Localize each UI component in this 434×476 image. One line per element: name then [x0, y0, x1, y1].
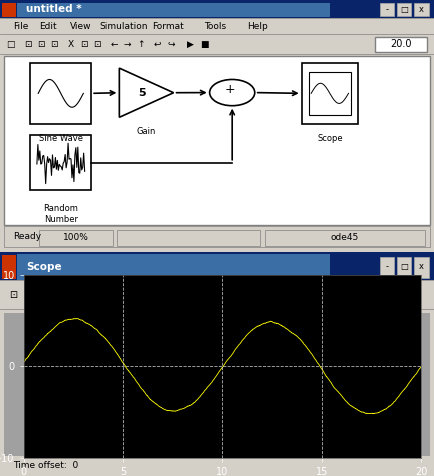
Text: □: □: [400, 262, 408, 271]
Text: ⊡: ⊡: [139, 290, 147, 300]
Text: Sine Wave: Sine Wave: [39, 134, 83, 143]
FancyBboxPatch shape: [0, 18, 434, 34]
Text: ⊞: ⊞: [117, 290, 125, 300]
FancyBboxPatch shape: [30, 63, 91, 124]
Text: +: +: [225, 83, 235, 96]
Text: ⊡: ⊡: [93, 40, 101, 49]
Text: ■: ■: [200, 40, 208, 49]
Text: Random
Number: Random Number: [43, 204, 78, 224]
FancyBboxPatch shape: [380, 3, 394, 16]
Text: Simulation: Simulation: [100, 22, 148, 31]
Text: Q: Q: [74, 290, 82, 300]
Text: Tools: Tools: [204, 22, 226, 31]
FancyBboxPatch shape: [309, 72, 351, 115]
Text: Gain: Gain: [137, 128, 156, 137]
Text: untitled *: untitled *: [26, 4, 82, 14]
FancyBboxPatch shape: [375, 37, 427, 52]
Text: □: □: [7, 40, 15, 49]
FancyBboxPatch shape: [17, 254, 330, 279]
Polygon shape: [119, 68, 174, 117]
Text: ⊡: ⊡: [30, 290, 39, 300]
Text: Format: Format: [152, 22, 184, 31]
Text: x: x: [419, 262, 424, 271]
Text: ←: ←: [111, 40, 118, 49]
FancyBboxPatch shape: [302, 63, 358, 124]
Text: ⊡: ⊡: [50, 40, 57, 49]
FancyBboxPatch shape: [4, 226, 430, 247]
Circle shape: [210, 79, 255, 106]
Text: ode45: ode45: [331, 233, 359, 242]
Text: Scope: Scope: [317, 134, 343, 143]
FancyBboxPatch shape: [397, 257, 411, 278]
FancyBboxPatch shape: [117, 229, 260, 246]
Text: →: →: [124, 40, 131, 49]
FancyBboxPatch shape: [0, 252, 434, 280]
Text: Q: Q: [56, 290, 64, 300]
Text: □: □: [400, 5, 408, 14]
Text: 5: 5: [138, 88, 146, 98]
Text: Edit: Edit: [39, 22, 57, 31]
Text: -: -: [385, 5, 388, 14]
Text: Time offset:  0: Time offset: 0: [13, 461, 78, 470]
FancyBboxPatch shape: [397, 3, 411, 16]
Text: x: x: [419, 5, 424, 14]
Text: ↪: ↪: [167, 40, 174, 49]
Text: ⊡: ⊡: [208, 290, 217, 300]
Text: ↩: ↩: [154, 40, 161, 49]
FancyBboxPatch shape: [2, 3, 16, 17]
FancyBboxPatch shape: [380, 257, 394, 278]
Text: ↑: ↑: [137, 40, 144, 49]
FancyBboxPatch shape: [2, 255, 16, 278]
Text: Help: Help: [247, 22, 268, 31]
Text: Ready: Ready: [13, 232, 41, 241]
FancyBboxPatch shape: [39, 229, 113, 246]
Text: View: View: [69, 22, 91, 31]
Text: ▶: ▶: [187, 40, 194, 49]
Text: ⊡: ⊡: [24, 40, 31, 49]
Text: ⊡: ⊡: [80, 40, 88, 49]
Text: ⊡: ⊡: [9, 290, 17, 300]
Text: ⊡: ⊡: [37, 40, 44, 49]
FancyBboxPatch shape: [0, 280, 434, 309]
Text: -: -: [385, 262, 388, 271]
Text: ⊡: ⊡: [161, 290, 169, 300]
FancyBboxPatch shape: [30, 135, 91, 190]
FancyBboxPatch shape: [4, 56, 430, 225]
Text: 20.0: 20.0: [391, 39, 412, 49]
FancyBboxPatch shape: [414, 257, 429, 278]
Text: ↙: ↙: [412, 290, 421, 300]
FancyBboxPatch shape: [265, 229, 425, 246]
FancyBboxPatch shape: [17, 2, 330, 17]
Text: ⊡: ⊡: [230, 290, 238, 300]
Text: Q: Q: [91, 290, 99, 300]
FancyBboxPatch shape: [0, 0, 434, 18]
FancyBboxPatch shape: [414, 3, 429, 16]
Text: 100%: 100%: [63, 233, 89, 242]
Text: ⊡: ⊡: [187, 290, 195, 300]
Text: Scope: Scope: [26, 262, 62, 272]
Text: File: File: [13, 22, 28, 31]
FancyBboxPatch shape: [4, 313, 430, 456]
Text: ≡: ≡: [260, 290, 269, 300]
FancyBboxPatch shape: [0, 34, 434, 54]
Text: X: X: [67, 40, 73, 49]
